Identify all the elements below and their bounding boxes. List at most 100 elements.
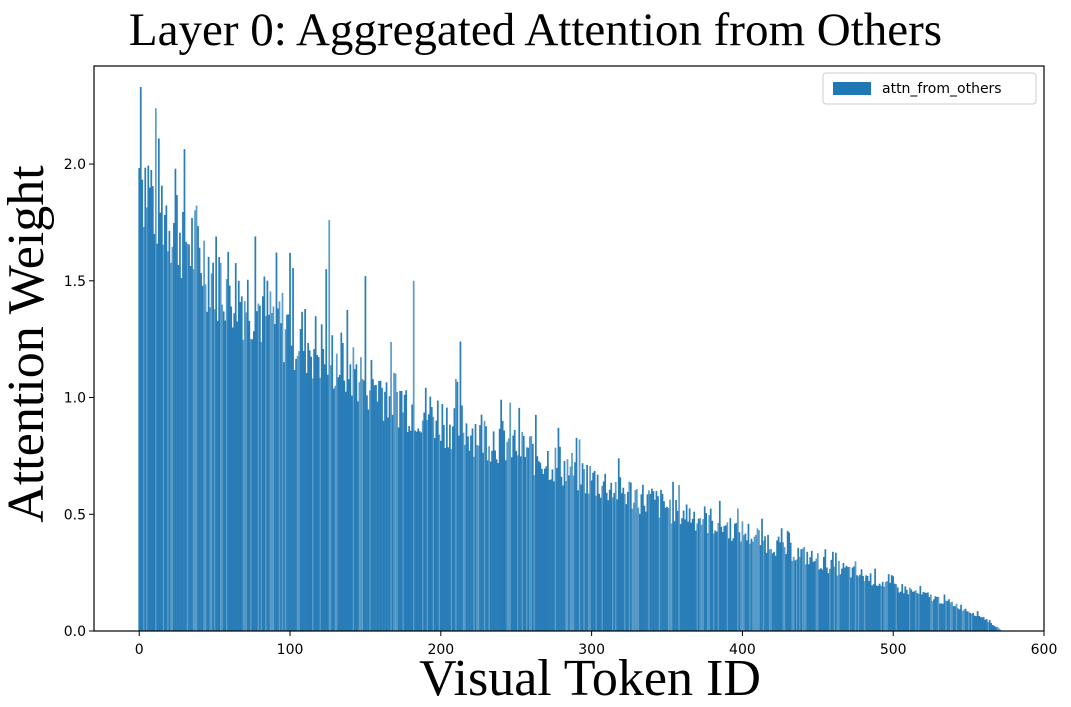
bar	[218, 257, 221, 631]
bar	[476, 445, 478, 631]
bar	[409, 430, 412, 631]
bar	[724, 525, 727, 631]
bar	[352, 347, 355, 631]
bar	[896, 587, 899, 631]
bar	[660, 489, 662, 631]
bar	[637, 507, 640, 631]
bar	[326, 374, 329, 631]
bar	[160, 185, 163, 631]
bar	[727, 538, 730, 631]
bar	[262, 296, 264, 631]
bar	[360, 357, 362, 631]
bar	[325, 269, 328, 631]
bar	[767, 534, 769, 631]
bar	[269, 291, 272, 631]
bar	[838, 560, 840, 631]
bar	[153, 233, 156, 632]
x-tick-label: 500	[880, 642, 907, 658]
bar	[449, 424, 451, 631]
bar	[697, 518, 700, 631]
bar	[164, 215, 166, 631]
bar	[990, 622, 993, 631]
bar	[444, 448, 447, 631]
bar	[804, 564, 807, 631]
bar	[450, 449, 453, 631]
bar	[841, 568, 843, 631]
bar	[545, 466, 548, 631]
bar	[296, 355, 299, 631]
bar	[960, 604, 962, 631]
plot-frame	[93, 65, 1045, 632]
bar	[687, 521, 689, 631]
bar	[866, 575, 869, 631]
bar	[907, 594, 910, 631]
bar	[988, 619, 991, 631]
bar	[596, 474, 599, 631]
bar	[479, 425, 481, 631]
bar	[568, 475, 570, 631]
bar	[387, 417, 389, 631]
bar	[856, 575, 858, 631]
bars-group	[138, 87, 1002, 632]
bar	[705, 513, 708, 631]
bar	[403, 394, 406, 631]
bar	[952, 606, 955, 631]
bar	[801, 548, 804, 631]
bar	[334, 385, 337, 631]
bar	[287, 314, 290, 631]
bar	[320, 324, 323, 631]
bar	[928, 596, 931, 631]
bar	[889, 582, 892, 631]
bar	[480, 414, 483, 631]
bar	[753, 536, 756, 631]
bar	[373, 385, 376, 631]
bar	[608, 489, 611, 631]
bar	[693, 511, 696, 631]
bar	[663, 501, 665, 631]
bar	[418, 431, 421, 631]
bar	[904, 586, 907, 631]
bar	[144, 167, 147, 632]
bar	[925, 592, 928, 631]
bar	[507, 438, 510, 631]
bar	[730, 540, 733, 631]
bar	[491, 450, 493, 631]
bar	[314, 316, 317, 631]
y-tick-label: 2.0	[64, 157, 86, 173]
bar	[800, 549, 803, 631]
bar	[213, 309, 216, 631]
bar	[468, 450, 471, 631]
bar	[464, 444, 466, 631]
bar	[865, 575, 867, 631]
bar	[516, 455, 519, 631]
bar	[162, 244, 165, 631]
bar	[477, 445, 480, 631]
bar	[497, 463, 499, 631]
bar	[773, 551, 775, 631]
bar	[679, 523, 682, 631]
bar	[139, 87, 142, 631]
bar	[735, 522, 738, 631]
bar	[835, 552, 837, 631]
bar	[485, 426, 487, 631]
bar	[174, 168, 177, 632]
bar	[506, 441, 509, 631]
bar	[458, 435, 460, 631]
bar	[860, 569, 863, 631]
bar	[473, 456, 475, 631]
bar	[207, 256, 210, 631]
bar	[981, 617, 984, 631]
bar	[905, 589, 908, 631]
bar	[961, 610, 964, 631]
bar	[815, 558, 818, 631]
bar	[257, 303, 260, 631]
bar	[765, 552, 768, 631]
bar	[908, 587, 911, 631]
bar	[586, 464, 588, 631]
bar	[851, 567, 854, 631]
bar	[626, 491, 629, 631]
bar	[366, 395, 368, 631]
bar	[825, 567, 828, 631]
bar	[500, 399, 503, 631]
bar	[435, 420, 438, 631]
